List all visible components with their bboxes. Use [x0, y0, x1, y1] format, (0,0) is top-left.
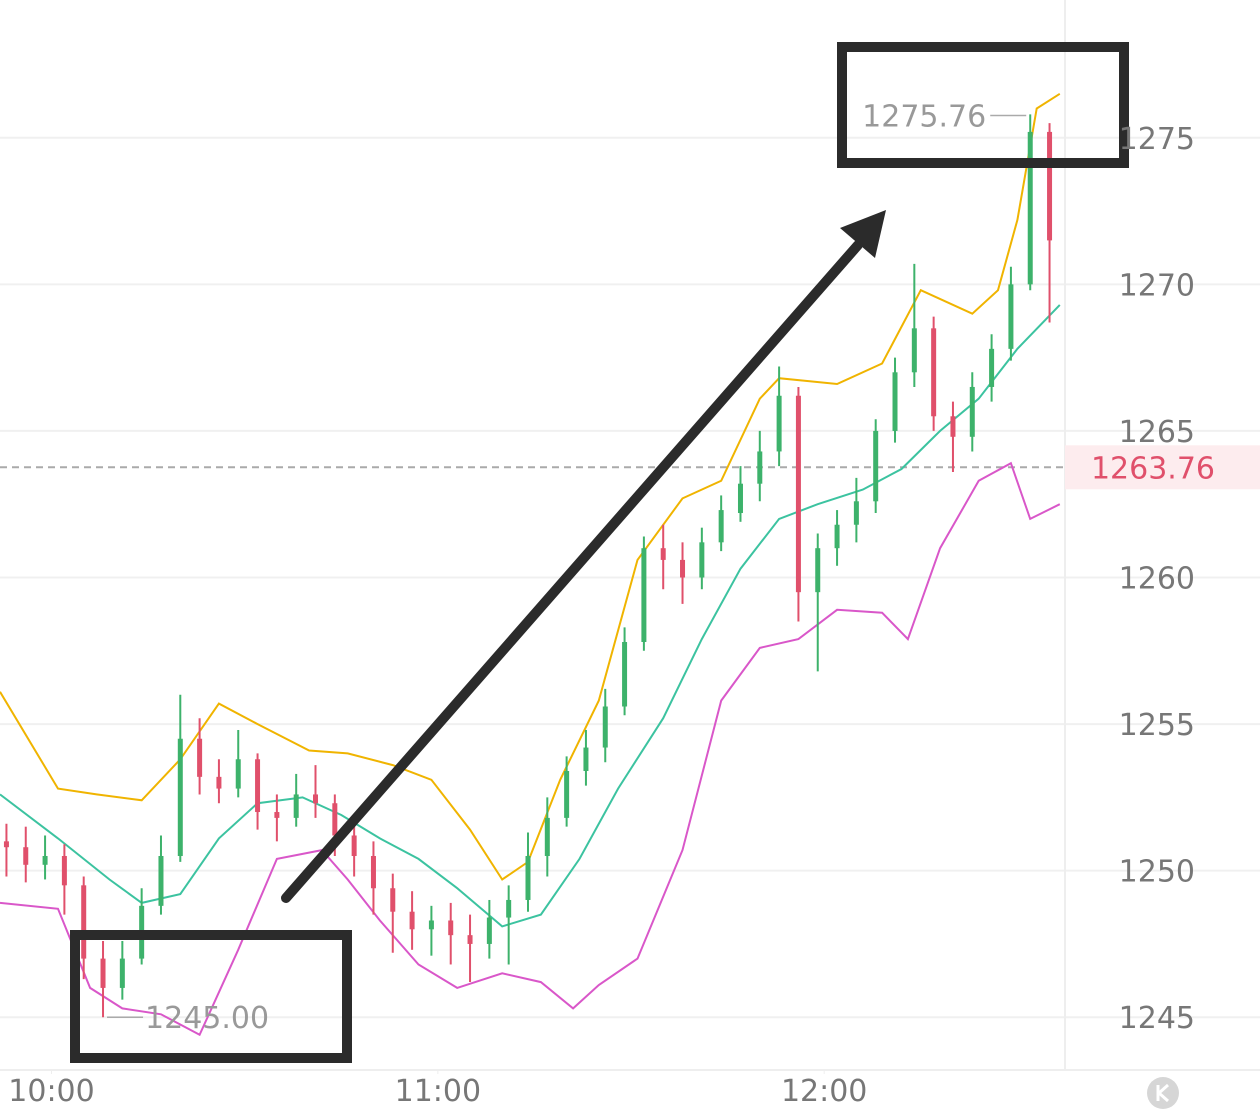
annotation-box: [837, 42, 1129, 168]
candle-body: [815, 548, 821, 593]
candle-body: [699, 542, 705, 578]
low-marker-label: 1245.00: [145, 1001, 269, 1036]
candle-body: [313, 794, 319, 804]
x-tick-label: 10:00: [8, 1074, 94, 1109]
candle-body: [931, 328, 937, 417]
annotation-box: [70, 930, 352, 1063]
x-tick-label: 12:00: [781, 1074, 867, 1109]
candle-body: [795, 395, 801, 593]
candle-body: [42, 856, 48, 865]
candle-body: [757, 451, 763, 484]
candle-body: [564, 770, 570, 818]
plot: [0, 92, 1260, 1074]
candle-body: [235, 759, 241, 789]
candle-body: [467, 935, 473, 944]
y-tick-label: 1260: [1119, 562, 1195, 597]
candle-body: [100, 958, 106, 988]
last-price-label: 1263.76: [1091, 451, 1215, 486]
candle-body: [660, 548, 666, 560]
candle-body: [622, 642, 628, 707]
band-line: [0, 304, 1061, 928]
candle-body: [525, 856, 531, 900]
candle-body: [390, 888, 396, 912]
candle-body: [119, 958, 125, 988]
y-tick-label: 1255: [1119, 708, 1195, 743]
candle-body: [1047, 131, 1053, 241]
x-tick-label: 11:00: [395, 1074, 481, 1109]
candle-body: [737, 483, 743, 514]
y-tick-label: 1265: [1119, 415, 1195, 450]
y-tick-label: 1275: [1119, 122, 1195, 157]
candle-body: [873, 430, 879, 502]
candle-body: [448, 920, 454, 936]
candle-body: [718, 510, 724, 543]
candle-body: [274, 812, 280, 818]
candle-body: [602, 706, 608, 748]
candle-body: [641, 548, 647, 642]
arrow-head: [840, 210, 886, 258]
candle-body: [583, 747, 589, 771]
candle-body: [1008, 284, 1014, 349]
candle-body: [158, 856, 164, 906]
y-tick-label: 1245: [1119, 1001, 1195, 1036]
candle-body: [834, 524, 840, 549]
candle-body: [23, 847, 29, 865]
annotation-arrow: [281, 240, 863, 903]
candle-body: [293, 794, 299, 818]
candle-body: [950, 416, 956, 437]
candle-body: [61, 856, 67, 886]
candle-body: [1027, 131, 1033, 285]
k-button[interactable]: [1147, 1077, 1179, 1109]
candle-body: [853, 501, 859, 525]
candle-body: [216, 776, 222, 789]
candle-body: [81, 885, 87, 959]
band-line: [0, 92, 1061, 881]
last-price-bg: [1065, 445, 1260, 490]
candle-body: [370, 856, 376, 889]
y-tick-label: 1250: [1119, 855, 1195, 890]
candle-body: [197, 738, 203, 777]
candle-body: [680, 559, 686, 578]
annotations: 1275.76 1245.00: [107, 100, 1027, 1036]
y-tick-label: 1270: [1119, 268, 1195, 303]
candle-body: [177, 738, 183, 856]
k-icon: [1156, 1083, 1169, 1103]
candle-body: [3, 841, 9, 848]
band-line: [0, 461, 1061, 1037]
candle-body: [989, 348, 995, 387]
candle-body: [911, 328, 917, 373]
candle-body: [506, 899, 512, 918]
candle-body: [969, 386, 975, 437]
candle-body: [486, 917, 492, 944]
candle-body: [409, 911, 415, 930]
candle-body: [428, 920, 434, 930]
candle-body: [332, 803, 338, 836]
high-marker-label: 1275.76: [862, 100, 986, 135]
candle-body: [892, 372, 898, 431]
candle-body: [776, 395, 782, 452]
candle-body: [255, 759, 261, 813]
candle-body: [351, 835, 357, 856]
candle-body: [544, 817, 550, 856]
